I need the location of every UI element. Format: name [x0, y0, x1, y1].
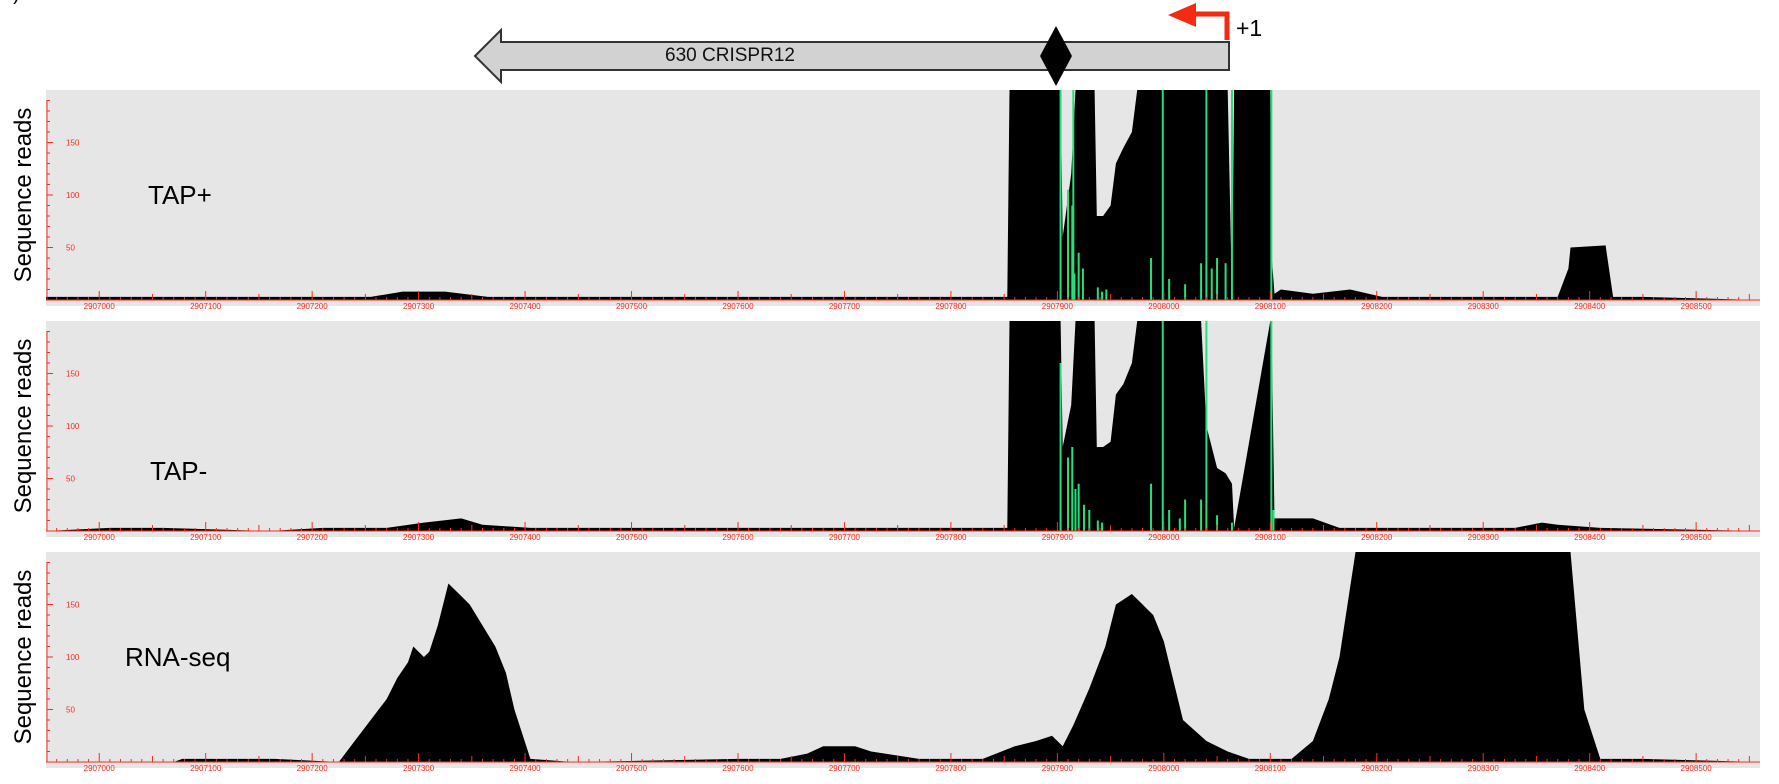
x-tick-label: 2907500: [616, 533, 648, 542]
x-tick-label: 2907700: [829, 302, 861, 311]
y-tick-label: 100: [66, 191, 80, 200]
x-tick-label: 2908200: [1361, 302, 1393, 311]
y-tick-label: 100: [66, 653, 80, 662]
x-tick-label: 2907700: [829, 764, 861, 773]
x-tick-label: 2908300: [1468, 764, 1500, 773]
x-tick-label: 2907800: [935, 764, 967, 773]
panel-letter: b): [2, 0, 20, 5]
y-axis-label: Sequence reads: [10, 570, 37, 745]
x-tick-label: 2908100: [1255, 302, 1287, 311]
x-tick-label: 2908100: [1255, 533, 1287, 542]
y-tick-label: 50: [66, 244, 75, 253]
x-tick-label: 2908000: [1148, 533, 1180, 542]
x-tick-label: 2907600: [722, 764, 754, 773]
panel-1: 2907000 2907100 2907200 2907300 2907400 29075…: [10, 90, 1760, 311]
y-tick-label: 150: [66, 370, 80, 379]
x-tick-label: 2907700: [829, 533, 861, 542]
tss-arrow: [1188, 11, 1230, 40]
x-tick-label: 2908400: [1574, 764, 1606, 773]
y-tick-label: 50: [66, 706, 75, 715]
x-tick-label: 2907000: [84, 302, 116, 311]
panel-background: [46, 321, 1760, 537]
x-tick-label: 2908200: [1361, 764, 1393, 773]
x-tick-label: 2908500: [1681, 302, 1713, 311]
track-label: TAP+: [148, 180, 212, 210]
x-tick-label: 2907200: [297, 533, 329, 542]
x-tick-label: 2908300: [1468, 302, 1500, 311]
x-tick-label: 2907900: [1042, 533, 1074, 542]
x-tick-label: 2907600: [722, 302, 754, 311]
gene-annotation: 630 CRISPR12 +1: [473, 3, 1262, 86]
x-tick-label: 2907800: [935, 533, 967, 542]
x-tick-label: 2907400: [509, 764, 541, 773]
gene-arrow: [473, 27, 1230, 85]
x-tick-label: 2907500: [616, 302, 648, 311]
x-tick-label: 2908500: [1681, 533, 1713, 542]
x-tick-label: 2907100: [190, 302, 222, 311]
panel-2: 2907000 2907100 2907200 2907300 2907400 29075…: [10, 321, 1760, 542]
x-tick-label: 2907300: [403, 302, 435, 311]
tss-label: +1: [1236, 15, 1262, 41]
x-tick-label: 2908400: [1574, 302, 1606, 311]
x-tick-label: 2908500: [1681, 764, 1713, 773]
coverage-panels: 2907000 2907100 2907200 2907300 2907400 29075…: [10, 90, 1760, 773]
panel-background: [46, 90, 1760, 306]
y-tick-label: 150: [66, 601, 80, 610]
y-tick-label: 150: [66, 139, 80, 148]
track-label: TAP-: [150, 456, 207, 486]
x-tick-label: 2908200: [1361, 533, 1393, 542]
y-axis-label: Sequence reads: [10, 108, 37, 283]
x-tick-label: 2907900: [1042, 764, 1074, 773]
x-tick-label: 2908100: [1255, 764, 1287, 773]
x-tick-label: 2907400: [509, 302, 541, 311]
coverage-area: [46, 552, 1760, 762]
x-tick-label: 2907500: [616, 764, 648, 773]
x-tick-label: 2907000: [84, 764, 116, 773]
x-tick-label: 2908000: [1148, 764, 1180, 773]
y-tick-label: 100: [66, 422, 80, 431]
coverage-area: [46, 90, 1760, 300]
panel-3: 2907000 2907100 2907200 2907300 2907400 29075…: [10, 552, 1760, 773]
track-label: RNA-seq: [125, 642, 230, 672]
x-tick-label: 2908400: [1574, 533, 1606, 542]
x-tick-label: 2907600: [722, 533, 754, 542]
x-tick-label: 2907400: [509, 533, 541, 542]
x-tick-label: 2907300: [403, 764, 435, 773]
x-tick-label: 2908000: [1148, 302, 1180, 311]
x-tick-label: 2907100: [190, 764, 222, 773]
x-tick-label: 2907000: [84, 533, 116, 542]
x-tick-label: 2907300: [403, 533, 435, 542]
x-tick-label: 2907200: [297, 302, 329, 311]
crispr-diamond-icon: [1040, 26, 1072, 86]
x-tick-label: 2908300: [1468, 533, 1500, 542]
gene-label: 630 CRISPR12: [665, 45, 795, 66]
tss-arrow-head-icon: [1168, 3, 1196, 27]
y-axis-label: Sequence reads: [10, 339, 37, 514]
x-tick-label: 2907200: [297, 764, 329, 773]
x-tick-label: 2907900: [1042, 302, 1074, 311]
x-tick-label: 2907100: [190, 533, 222, 542]
x-tick-label: 2907800: [935, 302, 967, 311]
y-tick-label: 50: [66, 475, 75, 484]
